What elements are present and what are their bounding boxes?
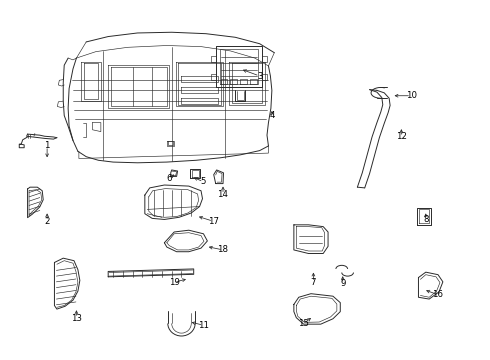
Text: 16: 16 — [433, 290, 443, 299]
Text: 7: 7 — [311, 278, 316, 287]
Text: 6: 6 — [167, 174, 172, 183]
Text: 9: 9 — [340, 279, 345, 288]
Text: 14: 14 — [218, 190, 228, 199]
Text: 1: 1 — [45, 141, 50, 150]
Text: 10: 10 — [406, 91, 416, 100]
Text: 15: 15 — [298, 319, 309, 328]
Text: 2: 2 — [45, 217, 50, 226]
Text: 19: 19 — [169, 278, 180, 287]
Text: 18: 18 — [218, 246, 228, 255]
Text: 4: 4 — [269, 111, 274, 120]
Text: 12: 12 — [396, 132, 407, 141]
Text: 3: 3 — [257, 72, 263, 81]
Text: 17: 17 — [208, 217, 219, 226]
Text: 8: 8 — [423, 215, 429, 224]
Text: 5: 5 — [201, 177, 206, 186]
Text: 11: 11 — [198, 321, 209, 330]
Text: 13: 13 — [71, 314, 82, 323]
